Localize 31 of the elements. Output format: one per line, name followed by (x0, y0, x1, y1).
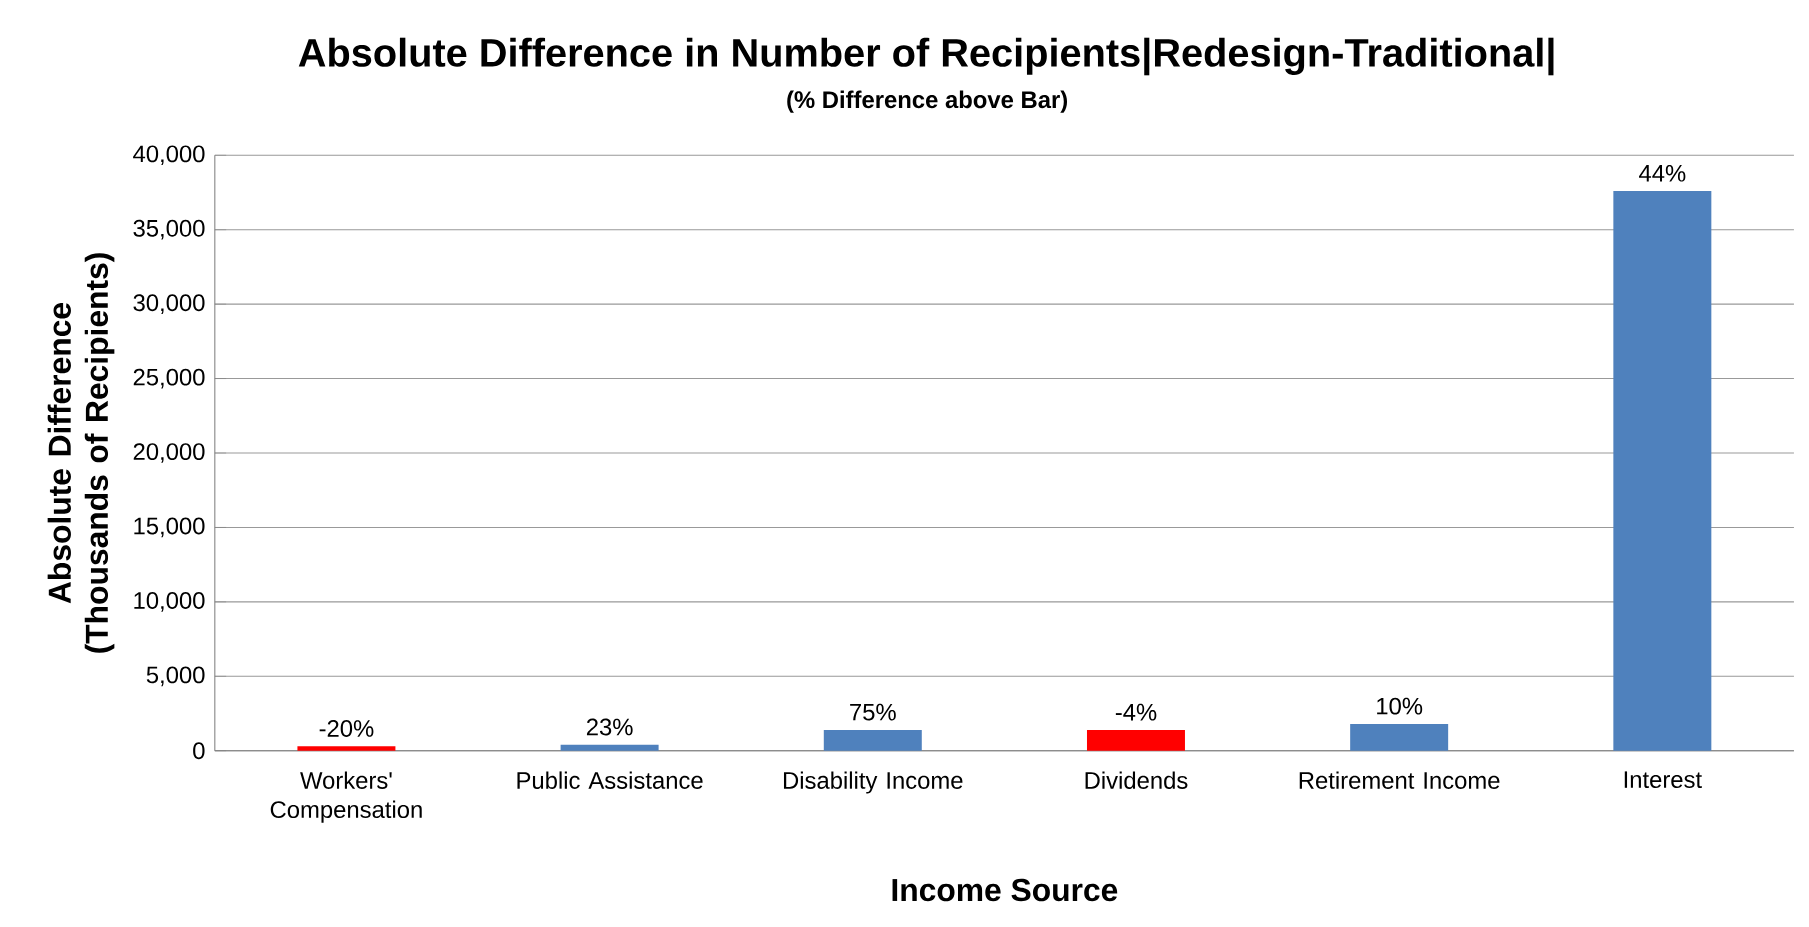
bar (297, 746, 396, 751)
bar (1086, 729, 1185, 751)
annotation: 44% (1639, 164, 1686, 182)
x-tick-label: Public Assistance (517, 771, 703, 789)
y-tick-label: 15,000 (134, 517, 205, 538)
x-tick-label: Retirement Income (1299, 771, 1500, 789)
annotation: 10% (1377, 697, 1423, 715)
x-tick-label: Workers' Compensation (270, 771, 422, 823)
x-tick-label: Disability Income (783, 771, 963, 794)
x-axis-title: Income Source (892, 878, 1118, 902)
bar (1350, 723, 1449, 751)
y-tick-label: 5,000 (146, 666, 205, 687)
x-tick-label: Interest (1624, 771, 1702, 789)
bar (560, 744, 659, 751)
annotation: 23% (586, 718, 633, 736)
x-tick-label: Dividends (1085, 771, 1188, 789)
y-tick-label: 25,000 (133, 368, 205, 389)
chart-subtitle: (% Difference above Bar) (787, 90, 1068, 113)
annotation: 75% (850, 703, 896, 721)
y-tick-label: 30,000 (133, 294, 205, 314)
y-tick-label: 40,000 (133, 145, 205, 166)
y-tick-label: 20,000 (133, 443, 205, 463)
bar (823, 729, 922, 751)
y-axis-title: Absolute Difference (Thousands of Recipients) (47, 253, 115, 653)
chart-title: Absolute Difference in Number of Recipients|Redesign-Traditional| (298, 37, 1554, 76)
annotation: -20% (319, 719, 374, 737)
y-tick-label: 10,000 (134, 591, 205, 612)
bar (1613, 190, 1712, 751)
y-tick-label: 35,000 (133, 219, 205, 240)
annotation: -4% (1115, 703, 1157, 721)
y-tick-label: 0 (193, 742, 205, 760)
